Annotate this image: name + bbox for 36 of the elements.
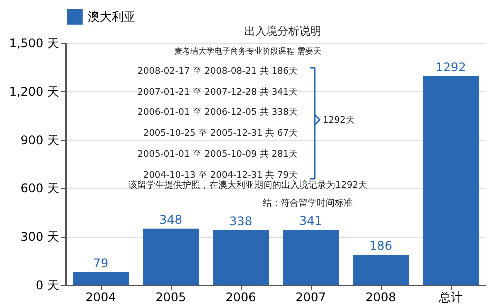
data-label: 338 xyxy=(230,214,252,228)
x-tick-label: 2008 xyxy=(366,290,396,304)
data-label: 348 xyxy=(160,212,182,227)
y-tick-label: 900 天 xyxy=(20,133,60,148)
x-tick-label: 2006 xyxy=(226,290,256,304)
bar xyxy=(353,254,409,285)
y-tick-label: 300 天 xyxy=(20,230,60,244)
y-tick-label: 600 天 xyxy=(20,182,60,196)
x-tick-label: 2004 xyxy=(86,290,116,304)
data-label: 1292 xyxy=(436,60,466,75)
text: 麦考瑞大学电子商务专业阶段课程 需要天 xyxy=(174,47,322,56)
annotation: 2007-01-21 至 2007-12-28 共 341天 xyxy=(138,87,298,98)
annotation: 2005-10-25 至 2005-12-31 共 67天 xyxy=(143,128,298,139)
annotation: 2006-01-01 至 2006-12-05 共 338天 xyxy=(138,107,298,118)
chart-title: 出入境分析说明 xyxy=(244,25,322,38)
data-label: 79 xyxy=(93,256,109,270)
bar xyxy=(283,230,339,285)
legend-label: 澳大利亚 xyxy=(88,10,136,24)
y-tick-label: 0 天 xyxy=(36,278,60,292)
y-tick-label: 1,200 天 xyxy=(9,84,60,99)
x-tick-label: 总计 xyxy=(438,290,463,304)
data-label: 341 xyxy=(300,214,322,228)
annotation: 该留学生提供护照，在澳大利亚期间的出入境记录为1292天 xyxy=(128,180,368,191)
bar xyxy=(73,272,129,285)
annotation: 2005-01-01 至 2005-10-09 共 281天 xyxy=(138,149,298,160)
annotation: 1292天 xyxy=(323,115,355,126)
bar xyxy=(423,76,479,285)
bar xyxy=(143,228,199,285)
y-tick-label: 1,500 天 xyxy=(9,36,60,50)
data-label: 186 xyxy=(370,238,392,253)
x-tick-label: 2007 xyxy=(296,290,326,304)
bar xyxy=(213,230,269,285)
x-tick-label: 2005 xyxy=(156,290,186,304)
annotation: 结：符合留学时间标准 xyxy=(263,198,353,209)
annotation: 2008-02-17 至 2008-08-21 共 186天 xyxy=(138,66,298,77)
annotation: 2004-10-13 至 2004-12-31 共 79天 xyxy=(143,170,298,181)
